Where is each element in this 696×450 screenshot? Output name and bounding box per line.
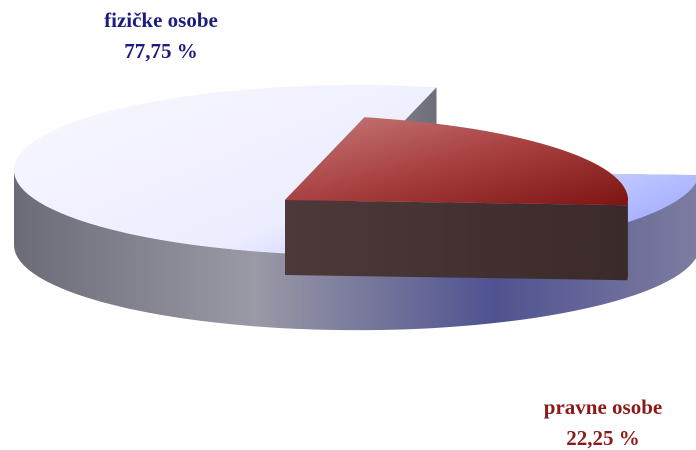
slice-name: fizičke osobe	[104, 8, 218, 32]
slice-name: pravne osobe	[543, 395, 663, 419]
slice-pravne-osobe-side-0	[627, 200, 629, 281]
slice-fizicke-osobe-side-0	[13, 170, 696, 331]
slice-value: 22,25 %	[566, 426, 640, 450]
slice-value: 77,75 %	[124, 39, 198, 63]
slice-pravne-osobe-top	[285, 117, 629, 206]
slice-label-pravne-osobe: pravne osobe 22,25 %	[510, 392, 696, 450]
slice-pravne-osobe-wall-end	[285, 200, 628, 281]
slice-label-fizicke-osobe: fizičke osobe 77,75 %	[66, 5, 256, 67]
